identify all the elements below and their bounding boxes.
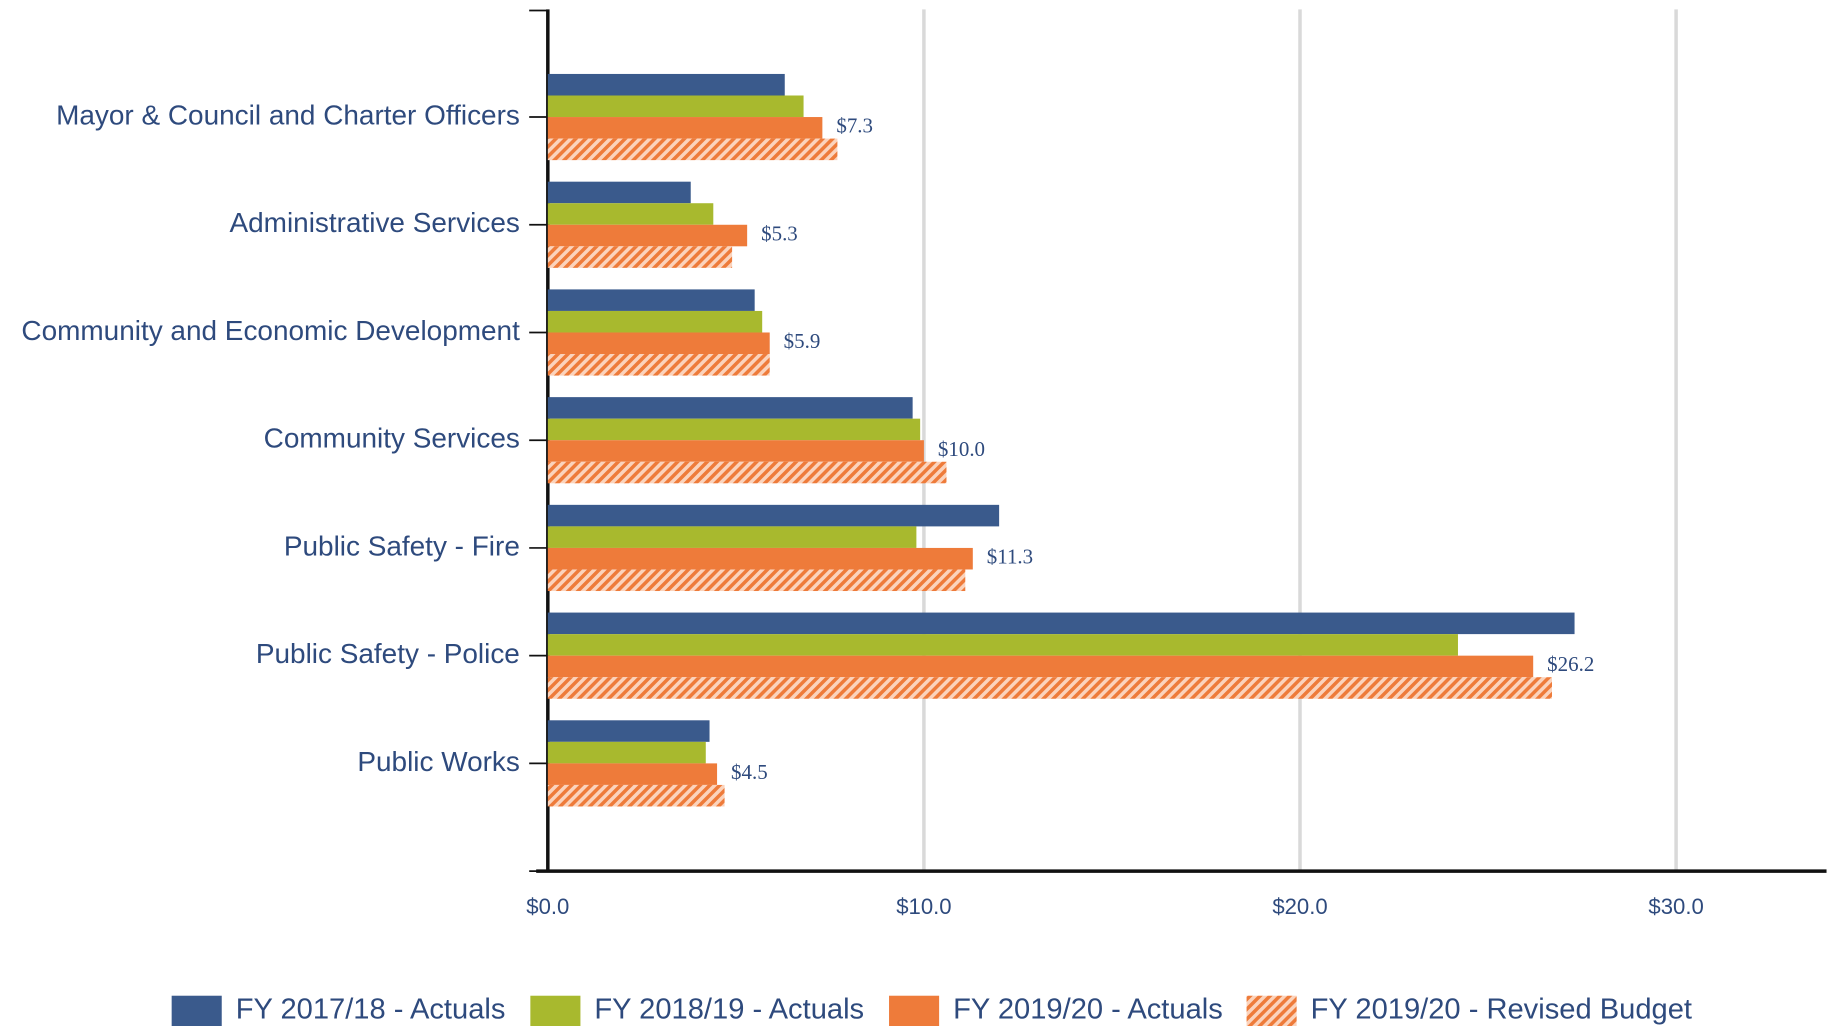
y-tick-label: Public Safety - Police	[256, 638, 520, 669]
value-label: $7.3	[836, 114, 873, 138]
y-tick-label: Public Works	[357, 746, 520, 777]
bar	[547, 526, 917, 548]
x-tick-label: $30.0	[1648, 894, 1703, 919]
value-label: $26.2	[1547, 652, 1594, 676]
value-label: $11.3	[987, 545, 1033, 569]
bar	[547, 332, 770, 355]
bar	[547, 461, 947, 484]
legend-label: FY 2019/20 - Revised Budget	[1311, 994, 1692, 1026]
x-tick-label: $0.0	[526, 894, 569, 919]
y-tick-label: Mayor & Council and Charter Officers	[56, 99, 520, 130]
bar	[547, 224, 748, 247]
y-tick-label: Community Services	[264, 423, 520, 454]
bar	[547, 612, 1575, 635]
value-label: $4.5	[731, 760, 768, 784]
legend-swatch	[530, 995, 581, 1026]
bar	[547, 117, 823, 139]
legend-swatch	[889, 995, 940, 1026]
bar	[547, 784, 725, 807]
bar	[547, 397, 913, 419]
bar	[547, 354, 770, 376]
value-label: $5.3	[761, 221, 798, 245]
x-tick-label: $10.0	[896, 894, 951, 919]
bar	[547, 73, 785, 96]
y-tick-label: Community and Economic Development	[21, 315, 520, 346]
bar	[547, 310, 763, 333]
bar	[547, 181, 691, 204]
legend-label: FY 2018/19 - Actuals	[594, 994, 864, 1026]
bar	[547, 138, 838, 161]
value-label: $5.9	[784, 329, 821, 353]
bar	[547, 246, 733, 268]
y-tick-label: Public Safety - Fire	[284, 530, 520, 561]
bar	[547, 504, 1000, 527]
legend-label: FY 2019/20 - Actuals	[953, 994, 1223, 1026]
bar	[547, 440, 924, 462]
bar	[547, 203, 714, 225]
bar	[547, 741, 706, 764]
bar	[547, 418, 921, 441]
bar	[547, 763, 718, 785]
value-label: $10.0	[938, 437, 985, 461]
bar	[547, 677, 1552, 699]
x-tick-label: $20.0	[1272, 894, 1327, 919]
bar	[547, 569, 966, 592]
bar	[547, 634, 1458, 656]
bar	[547, 720, 710, 742]
bar	[547, 289, 755, 311]
legend-swatch	[171, 995, 222, 1026]
bar	[547, 547, 973, 570]
legend-swatch	[1246, 995, 1297, 1026]
bar	[547, 95, 804, 118]
y-tick-label: Administrative Services	[230, 207, 520, 238]
legend-label: FY 2017/18 - Actuals	[236, 994, 506, 1026]
bar	[547, 655, 1534, 678]
